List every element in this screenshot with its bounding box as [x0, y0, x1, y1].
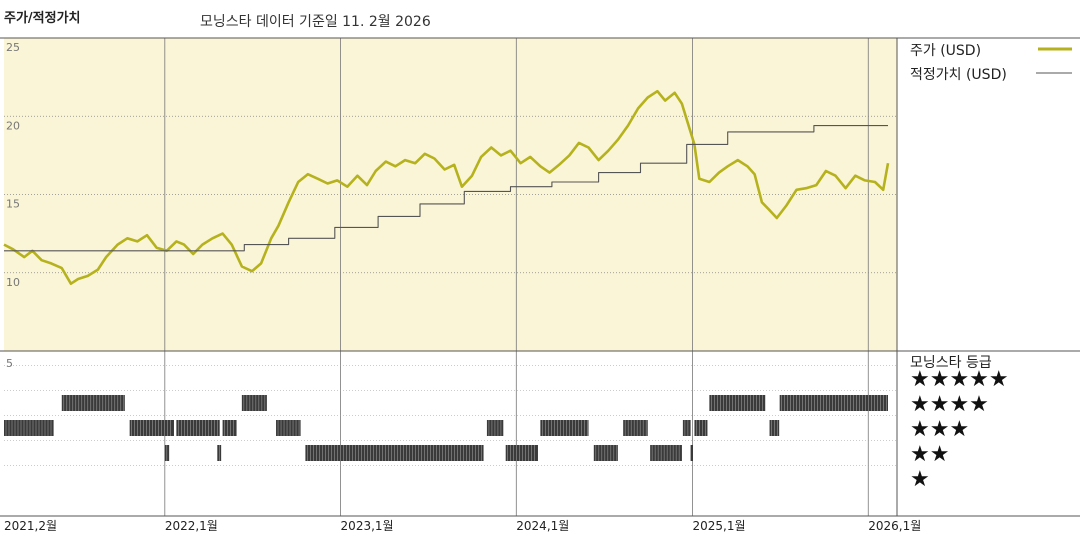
rating-bar-rating-3	[623, 420, 648, 436]
rating-top-tick-label: 5	[6, 357, 13, 370]
rating-bar-rating-3	[682, 420, 691, 436]
rating-bar-rating-4	[709, 395, 766, 411]
price-panel-gridlines	[4, 38, 897, 516]
x-tick-label: 2026,1월	[868, 519, 921, 533]
x-tick-label: 2023,1월	[341, 519, 394, 533]
y-tick-label: 15	[6, 198, 20, 211]
legend-price-label: 주가 (USD)	[910, 43, 981, 59]
x-tick-label: 2024,1월	[516, 519, 569, 533]
rating-bar-rating-4	[241, 395, 267, 411]
data-date-subtitle: 모닝스타 데이터 기준일 11. 2월 2026	[200, 14, 431, 30]
rating-bar-rating-3	[129, 420, 174, 436]
rating-bar-rating-3	[176, 420, 220, 436]
rating-bar-rating-2	[593, 445, 618, 461]
price-and-fair-value-lines	[3, 89, 890, 285]
chart-title: 주가/적정가치	[4, 10, 81, 26]
rating-bar-rating-4	[61, 395, 125, 411]
rating-bar-rating-3	[4, 420, 54, 436]
rating-legend-title: 모닝스타 등급	[910, 355, 992, 371]
rating-stars-3: ★★★	[910, 417, 969, 442]
legend-fair-value-label: 적정가치 (USD)	[910, 67, 1007, 83]
y-tick-label: 10	[6, 276, 20, 289]
y-tick-label: 20	[6, 119, 20, 132]
rating-panel-gridlines	[4, 365, 897, 466]
rating-bar-rating-3	[276, 420, 301, 436]
price-line	[3, 89, 890, 285]
axis-tick-labels: 2021,2월 2022,1월 2023,1월 2024,1월 2025,1월 2026,…	[4, 41, 921, 533]
rating-bar-rating-3	[540, 420, 589, 436]
x-tick-label: 2025,1월	[693, 519, 746, 533]
rating-bar-rating-3	[694, 420, 708, 436]
rating-bar-rating-2	[690, 445, 693, 461]
fair-value-line	[4, 125, 888, 252]
rating-bar-rating-4	[779, 395, 888, 411]
rating-star-labels: ★★★★★★★★★★★★★★★	[910, 367, 1009, 492]
rating-stars-1: ★	[910, 467, 930, 492]
y-tick-label: 25	[6, 41, 20, 54]
rating-stars-4: ★★★★	[910, 392, 989, 417]
rating-bars	[4, 395, 888, 461]
rating-bar-rating-3	[222, 420, 237, 436]
x-tick-label: 2021,2월	[4, 519, 57, 533]
rating-stars-5: ★★★★★	[910, 367, 1009, 392]
rating-stars-2: ★★	[910, 442, 949, 467]
x-tick-label: 2022,1월	[165, 519, 218, 533]
